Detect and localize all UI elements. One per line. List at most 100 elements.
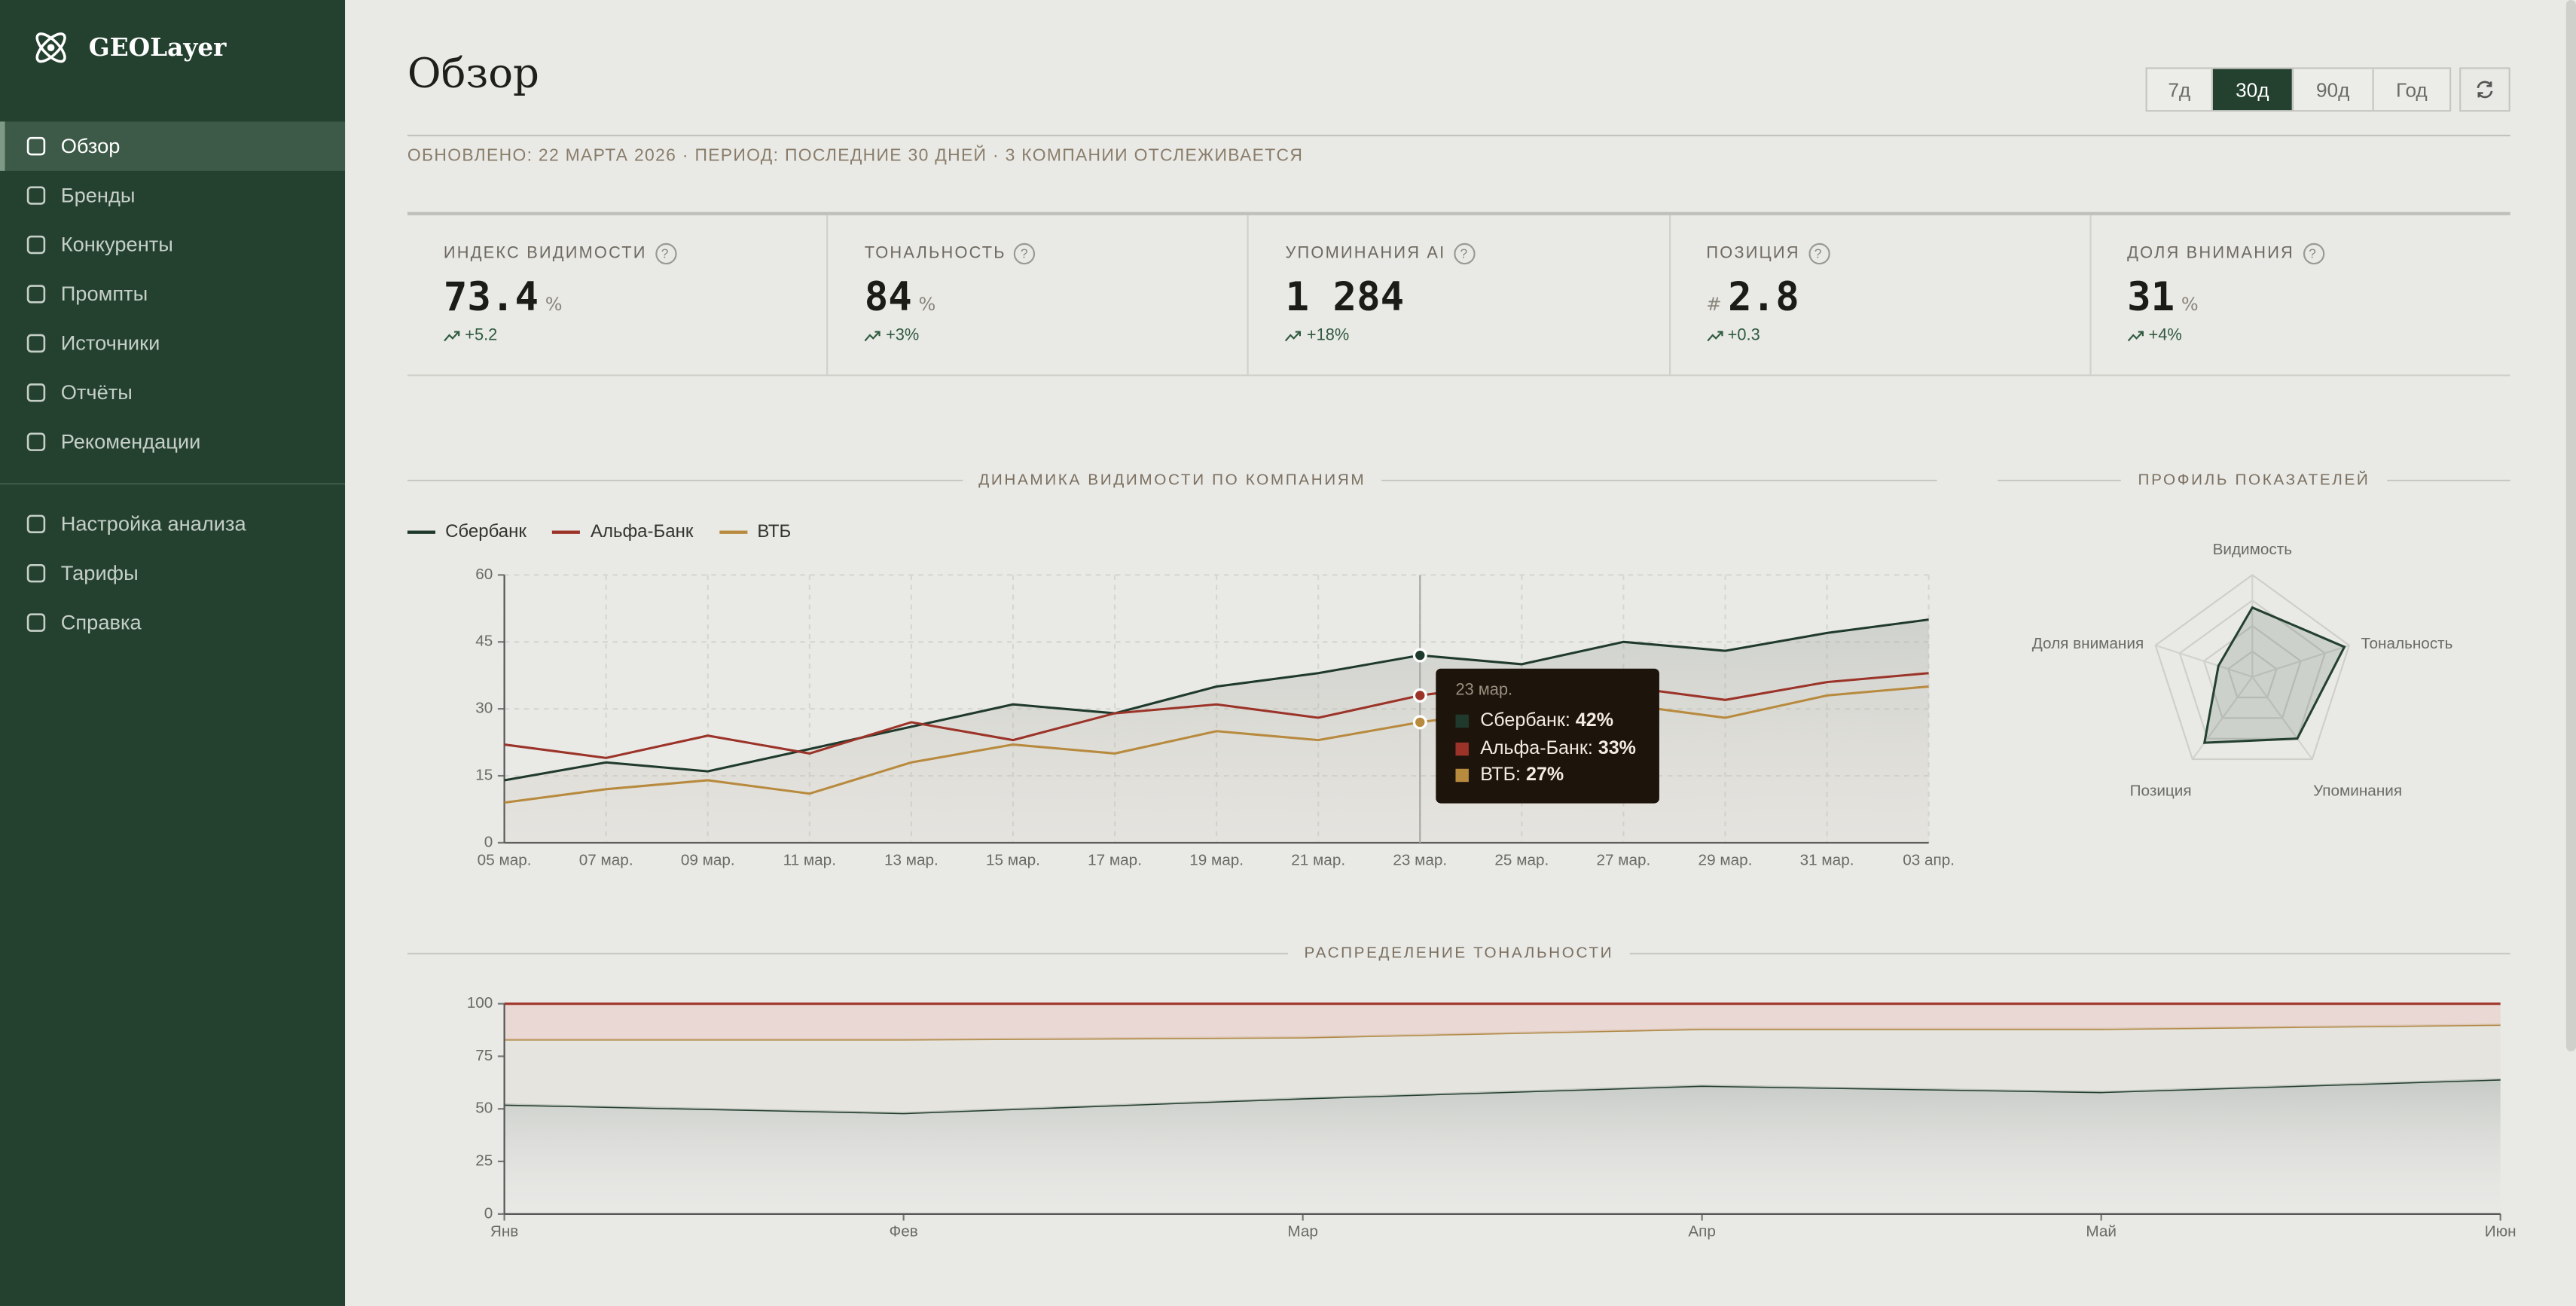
radar-grid	[2154, 574, 2351, 761]
x-tick-label: 11 мар.	[783, 851, 836, 868]
separator	[0, 483, 346, 485]
x-tick-label: 31 мар.	[1800, 851, 1854, 868]
x-tick-label: 27 мар.	[1596, 851, 1650, 868]
stack-area	[504, 1024, 2501, 1113]
radar-grid	[2227, 650, 2278, 699]
kpi-label-text: ДОЛЯ ВНИМАНИЯ	[2127, 244, 2295, 263]
nav-label: Настройка анализа	[60, 512, 246, 536]
kpi-delta: +0.3	[1727, 327, 1760, 346]
kpi-row: ИНДЕКС ВИДИМОСТИ? 73.4% +5.2 ТОНАЛЬНОСТЬ? 84…	[407, 212, 2510, 377]
kpi-delta-row: +3%	[864, 327, 1248, 345]
icon-shape	[26, 563, 46, 583]
tooltip-row: Сбербанк: 42%	[1455, 708, 1639, 735]
kpi-label: ТОНАЛЬНОСТЬ?	[865, 243, 1248, 265]
legend-item: ВТБ	[719, 523, 791, 542]
nav-item[interactable]: Источники	[0, 319, 345, 368]
x-tick-label: Янв	[490, 1222, 518, 1240]
nav-item[interactable]: Рекомендации	[0, 417, 345, 466]
kpi-card: ТОНАЛЬНОСТЬ? 84% +3%	[829, 215, 1250, 375]
series-line	[504, 672, 1929, 759]
nav-item[interactable]: Обзор	[0, 121, 346, 171]
kpi-value-row: 73.4%	[444, 274, 827, 320]
y-tick-label: 25	[475, 1152, 493, 1170]
tooltip-swatch	[1455, 715, 1469, 728]
kpi-delta: +18%	[1306, 327, 1350, 346]
radar-label: Доля внимания	[2032, 635, 2144, 652]
nav-item[interactable]: Бренды	[0, 171, 345, 220]
kpi-value-row: 84%	[865, 274, 1248, 320]
kpi-card: ПОЗИЦИЯ? #2.8 +0.3	[1670, 215, 2092, 375]
y-tick-label: 0	[484, 833, 493, 850]
help-icon[interactable]: ?	[1454, 243, 1476, 265]
range-button[interactable]: 7д	[2147, 69, 2213, 111]
x-tick-label: 23 мар.	[1393, 851, 1447, 868]
kpi-unit: %	[545, 294, 563, 316]
tooltip-title: 23 мар.	[1455, 682, 1513, 700]
hover-point	[1412, 688, 1427, 703]
kpi-card: ДОЛЯ ВНИМАНИЯ? 31% +4%	[2091, 215, 2510, 375]
radar-label: Позиция	[2130, 782, 2192, 799]
kpi-value: 1 284	[1285, 274, 1405, 321]
trend-icon	[444, 331, 460, 342]
legend-label: Альфа-Банк	[590, 522, 694, 542]
nav-label: Источники	[60, 331, 160, 355]
kpi-delta-row: +5.2	[444, 327, 827, 345]
nav-item[interactable]: Тарифы	[0, 548, 345, 597]
brand[interactable]: GEOLayer	[29, 26, 226, 69]
nav-label: Бренды	[60, 184, 136, 207]
kpi-value: 31	[2127, 274, 2175, 321]
kpi-label-text: ПОЗИЦИЯ	[1706, 244, 1800, 263]
nav-item[interactable]: Справка	[0, 598, 345, 647]
nav-item[interactable]: Отчёты	[0, 368, 345, 417]
help-icon[interactable]: ?	[1014, 243, 1036, 265]
scrollbar[interactable]	[2565, 0, 2576, 1051]
icon-shape	[26, 186, 46, 205]
help-icon[interactable]: ?	[655, 243, 676, 265]
refresh-button[interactable]	[2459, 67, 2510, 112]
icon-shape	[26, 235, 46, 255]
legend-swatch	[407, 530, 435, 534]
brand-name: GEOLayer	[88, 32, 227, 63]
range-button[interactable]: Год	[2396, 78, 2428, 102]
nav-label: Обзор	[60, 134, 121, 158]
x-tick-label: Май	[2086, 1222, 2117, 1240]
kpi-label: ДОЛЯ ВНИМАНИЯ?	[2127, 243, 2510, 265]
radar-spoke	[2251, 644, 2350, 678]
range-switch: 7д 30д 90д Год	[2145, 67, 2452, 112]
icon-shape	[26, 334, 46, 353]
range-button[interactable]: 90д	[2294, 69, 2374, 111]
kpi-label: ИНДЕКС ВИДИМОСТИ?	[444, 243, 827, 265]
section-title: ПРОФИЛЬ ПОКАЗАТЕЛЕЙ	[1998, 471, 2510, 490]
nav-label: Рекомендации	[60, 430, 201, 453]
nav-settings: Настройка анализа Тарифы Справка	[0, 499, 345, 647]
tooltip-text: Альфа-Банк: 33%	[1480, 738, 1636, 759]
tooltip-name: Альфа-Банк	[1480, 738, 1588, 759]
x-tick-label: 25 мар.	[1494, 851, 1549, 868]
legend-item: Сбербанк	[407, 523, 526, 542]
radar-spoke	[2191, 676, 2254, 760]
kpi-card: УПОМИНАНИЯ AI? 1 284 +18%	[1250, 215, 1671, 375]
nav-item[interactable]: Настройка анализа	[0, 499, 345, 548]
legend-label: Сбербанк	[445, 522, 526, 542]
x-tick-label: 09 мар.	[681, 851, 735, 868]
range-button[interactable]: 30д	[2212, 69, 2294, 111]
help-icon[interactable]: ?	[2302, 243, 2324, 265]
icon-shape	[26, 383, 46, 402]
tooltip-text: ВТБ: 27%	[1480, 765, 1564, 786]
help-icon[interactable]: ?	[1808, 243, 1830, 265]
series-line	[504, 618, 1929, 782]
tooltip-text: Сбербанк: 42%	[1480, 711, 1614, 732]
nav-item[interactable]: Промпты	[0, 270, 345, 319]
trend-icon	[1706, 331, 1723, 342]
nav-icon	[26, 285, 46, 304]
nav-icon	[26, 563, 46, 583]
nav-label: Промпты	[60, 282, 148, 306]
legend-swatch	[719, 530, 748, 534]
icon-shape	[26, 613, 46, 632]
kpi-delta: +5.2	[465, 327, 498, 346]
trend-arrow	[444, 331, 460, 342]
x-tick-label: 13 мар.	[884, 851, 939, 868]
nav-item[interactable]: Конкуренты	[0, 220, 345, 269]
